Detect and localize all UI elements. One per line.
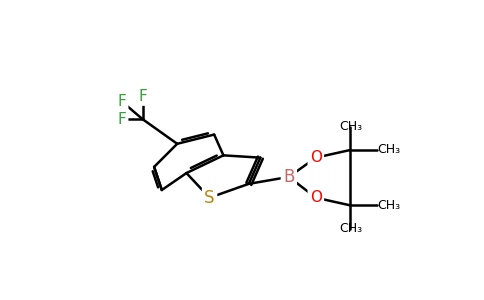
Text: F: F <box>118 94 126 109</box>
Text: CH₃: CH₃ <box>378 199 401 212</box>
Text: CH₃: CH₃ <box>339 120 362 134</box>
Text: O: O <box>310 150 322 165</box>
Text: O: O <box>310 190 322 205</box>
Text: CH₃: CH₃ <box>378 143 401 157</box>
Text: CH₃: CH₃ <box>339 222 362 235</box>
Text: B: B <box>283 168 295 186</box>
Text: F: F <box>118 112 126 127</box>
Text: S: S <box>204 189 215 207</box>
Text: F: F <box>138 88 147 104</box>
